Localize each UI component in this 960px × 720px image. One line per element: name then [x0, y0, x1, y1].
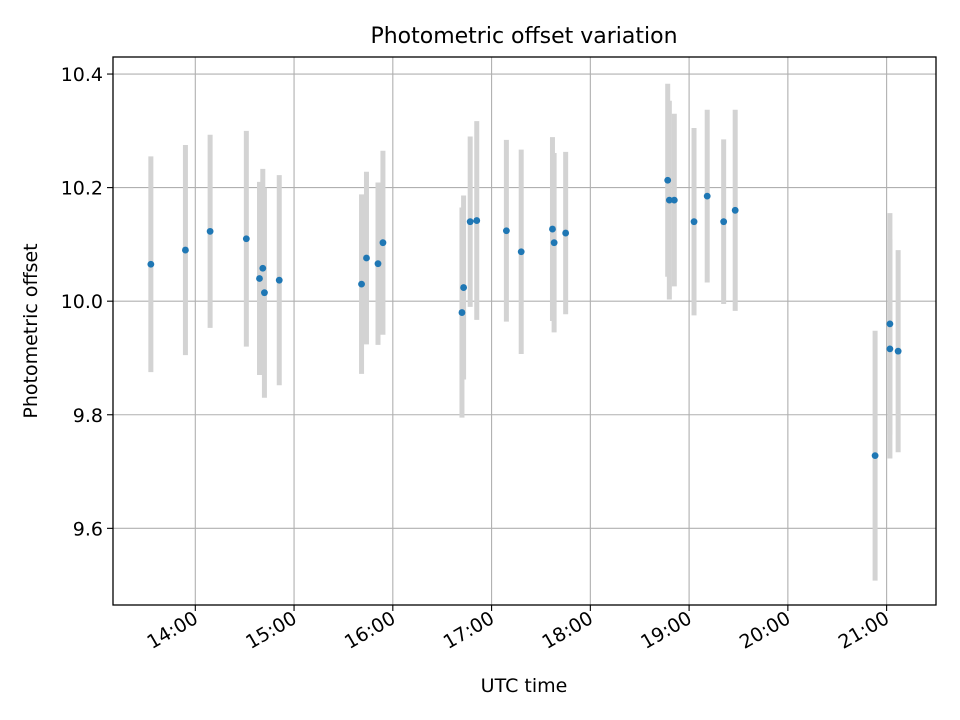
data-point	[206, 227, 214, 235]
y-axis-label: Photometric offset	[20, 243, 42, 418]
data-point	[379, 239, 387, 247]
plot-frame	[112, 56, 937, 606]
data-point	[275, 276, 283, 284]
chart-title: Photometric offset variation	[370, 24, 677, 49]
data-point	[886, 345, 894, 353]
data-point	[374, 260, 382, 268]
data-point	[550, 239, 558, 247]
data-point	[182, 246, 189, 254]
y-axis-ticks: 9.6 9.8 10.0 10.2 10.4	[61, 64, 113, 540]
data-point	[703, 192, 711, 200]
data-point	[871, 452, 879, 460]
grid	[113, 57, 936, 605]
data-point	[690, 218, 698, 226]
y-tick-label: 9.8	[73, 405, 103, 427]
data-point	[147, 260, 155, 268]
data-point	[458, 309, 466, 316]
data-point	[562, 229, 570, 237]
data-point	[466, 218, 474, 226]
data-point	[720, 218, 728, 226]
data-point	[517, 248, 525, 256]
data-point	[670, 196, 678, 204]
data-point	[473, 217, 481, 224]
y-tick-label: 10.2	[61, 178, 103, 200]
y-tick-label: 10.0	[61, 291, 103, 313]
data-point	[665, 196, 673, 204]
data-point	[460, 284, 467, 291]
data-point	[502, 227, 510, 235]
data-point	[886, 320, 894, 328]
data-point	[261, 289, 268, 297]
y-tick-label: 10.4	[61, 64, 103, 86]
data-point	[894, 347, 902, 355]
data-point	[664, 176, 672, 184]
y-tick-label: 9.6	[73, 518, 103, 540]
data-point	[259, 264, 267, 272]
data-point	[363, 254, 370, 262]
x-axis-label: UTC time	[481, 675, 568, 697]
data-point	[731, 206, 739, 214]
data-point	[242, 235, 250, 243]
data-point	[358, 280, 365, 288]
data-points	[147, 176, 902, 460]
data-point	[549, 225, 556, 233]
data-point	[256, 275, 263, 282]
